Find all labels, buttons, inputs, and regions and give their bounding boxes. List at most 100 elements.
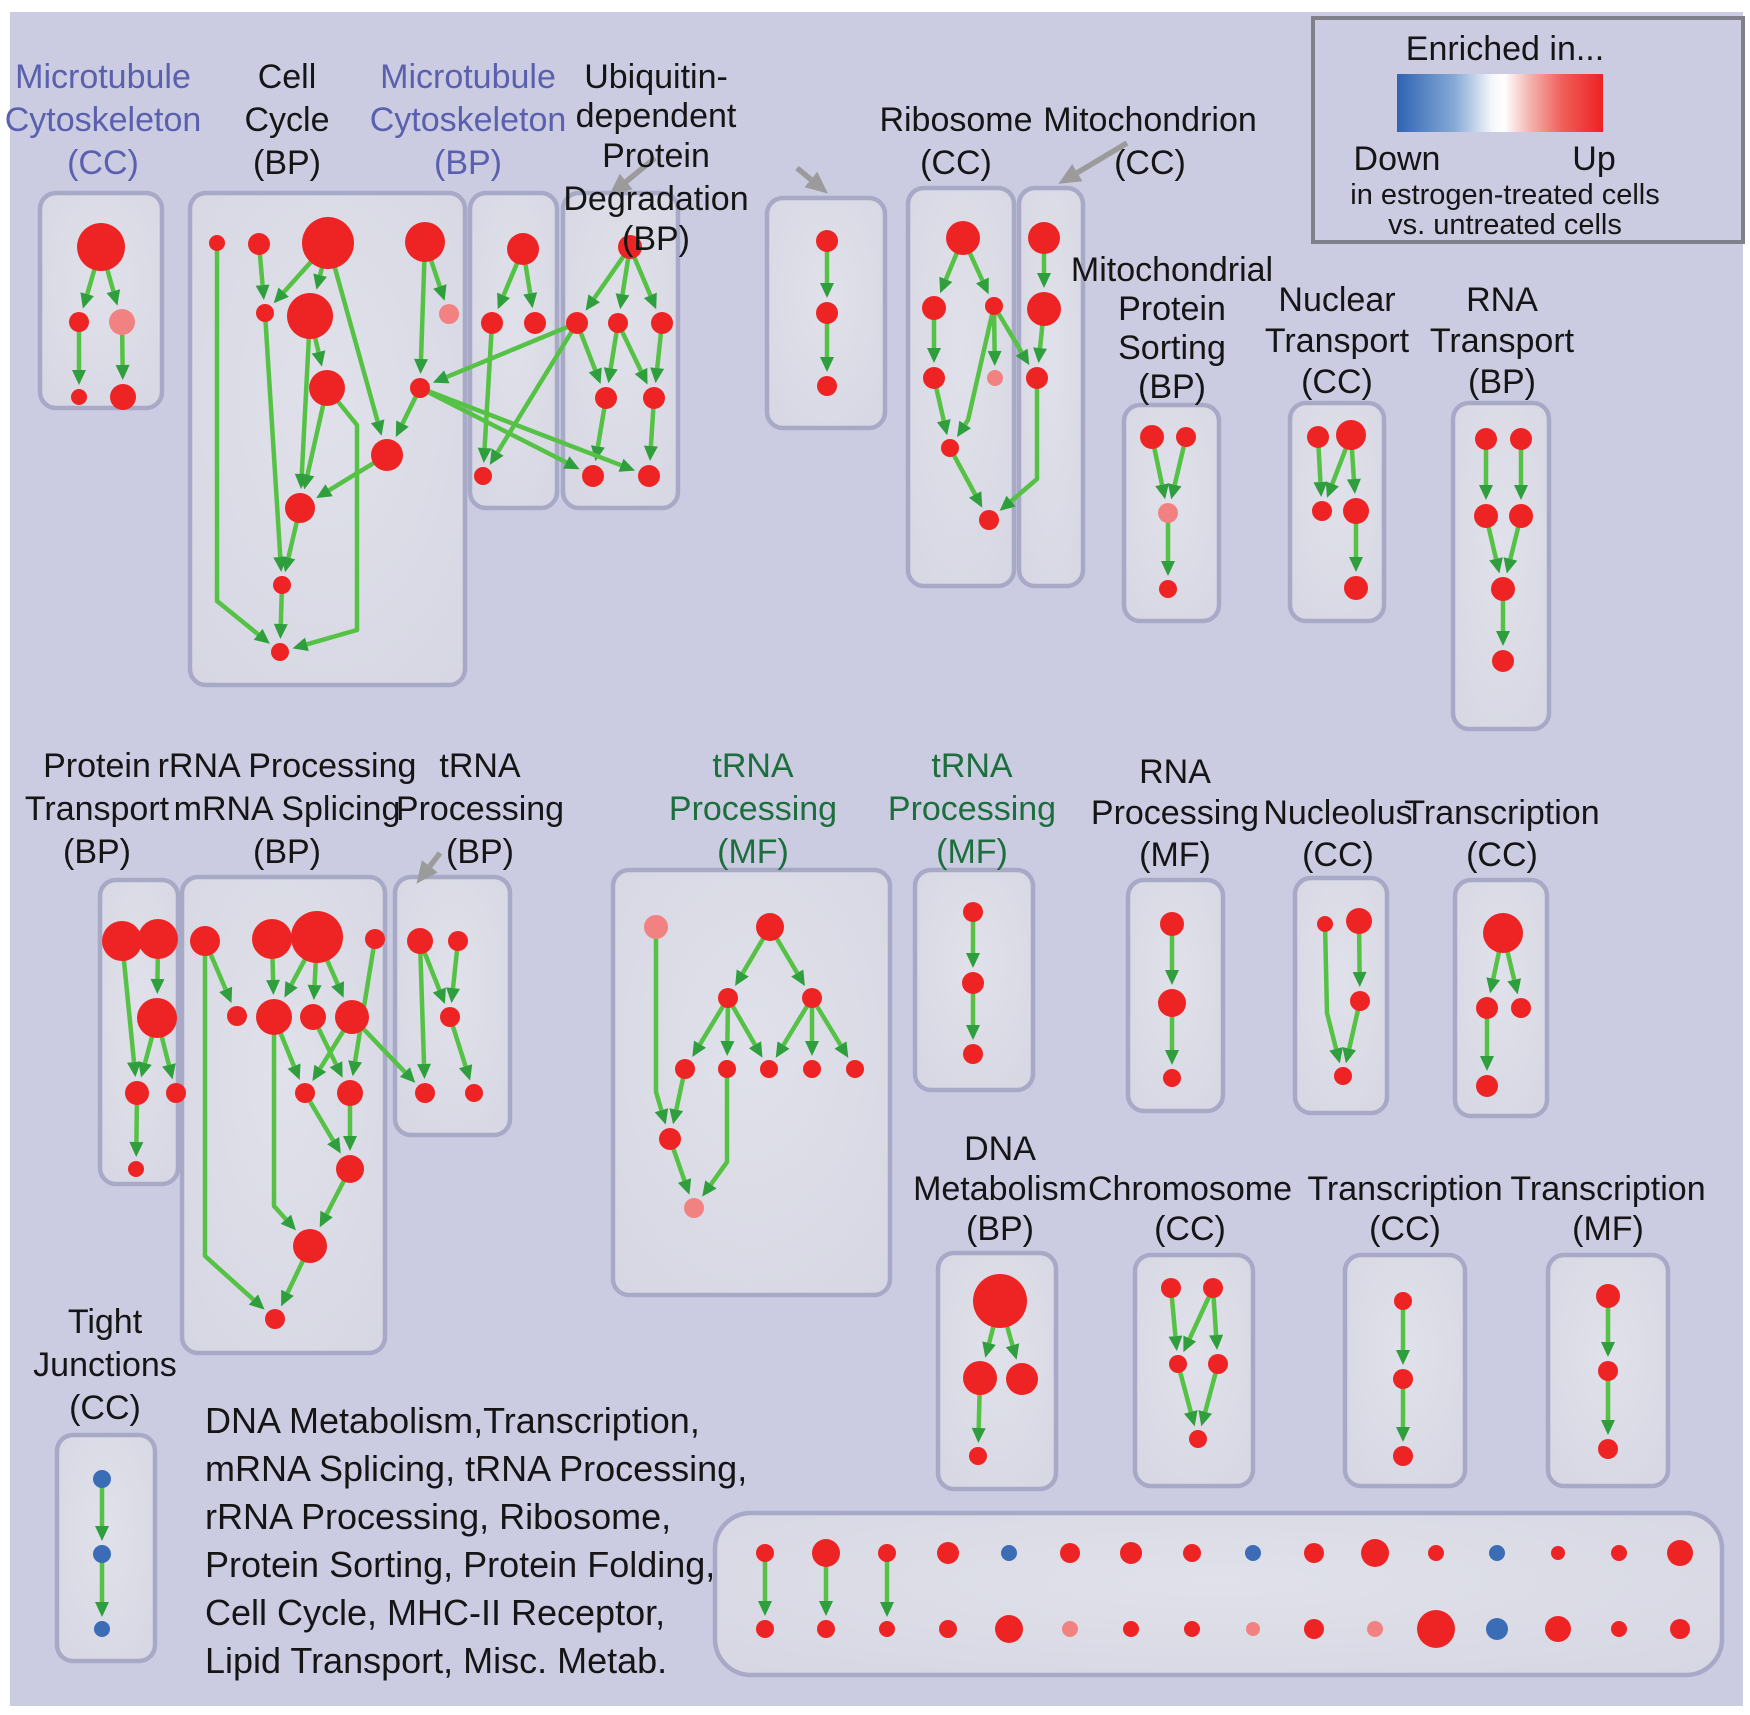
go-term-node (879, 1621, 895, 1637)
cluster-label-trna-mf-a: (MF) (717, 833, 789, 871)
cluster-label-trna-mf-b: (MF) (936, 833, 1008, 871)
go-hierarchy-edge-head (1313, 481, 1328, 497)
go-term-node (1350, 991, 1370, 1011)
go-hierarchy-edge-head (287, 1063, 301, 1080)
go-term-node (166, 1083, 186, 1103)
go-term-node (1393, 1369, 1413, 1389)
go-term-node (337, 1080, 363, 1106)
label-callout-arrow-head (804, 171, 828, 194)
go-hierarchy-edge-head (834, 1041, 849, 1058)
go-hierarchy-edge-head (414, 358, 428, 374)
go-hierarchy-edge-head (969, 491, 983, 508)
go-term-node (300, 1004, 326, 1030)
go-term-node (817, 1620, 835, 1638)
go-term-node (1394, 1292, 1412, 1310)
go-term-node (878, 1544, 896, 1562)
go-term-node (675, 1059, 695, 1079)
go-hierarchy-edge-head (138, 1061, 152, 1078)
go-term-node (1028, 222, 1060, 254)
go-hierarchy-edge-head (266, 979, 280, 995)
go-hierarchy-edge-head (966, 953, 980, 968)
go-hierarchy-edge-head (1198, 1410, 1212, 1427)
go-hierarchy-edge-head (1167, 483, 1182, 500)
go-term-node (125, 1081, 149, 1105)
go-term-node (93, 1470, 111, 1488)
cluster-label-chromosome-cc: Chromosome (1088, 1170, 1292, 1208)
go-term-node (1006, 1363, 1038, 1395)
go-term-node (1123, 1621, 1139, 1637)
go-hierarchy-edge-head (106, 289, 121, 306)
cluster-label-rna-processing-mf: RNA (1139, 753, 1211, 791)
cluster-label-nuclear-transport-cc: Transport (1265, 322, 1410, 360)
go-hierarchy-edge-head (927, 348, 941, 363)
go-term-node (816, 230, 838, 252)
go-term-node (963, 902, 983, 922)
go-term-node (1476, 997, 1498, 1019)
go-term-node (979, 510, 999, 530)
go-term-node (1598, 1361, 1618, 1381)
cluster-label-microtubule-bp: (BP) (434, 144, 502, 182)
go-hierarchy-edge-head (497, 292, 510, 310)
go-term-node (256, 304, 274, 322)
go-term-node (77, 223, 125, 271)
cluster-label-microtubule-bp: Cytoskeleton (370, 101, 567, 139)
go-hierarchy-edge-head (702, 1180, 717, 1197)
go-term-node (817, 376, 837, 396)
go-term-node (937, 1542, 959, 1564)
go-term-node (1183, 1544, 1201, 1562)
go-term-node (939, 1620, 957, 1638)
go-hierarchy-edge-head (957, 420, 971, 438)
go-term-node (1026, 367, 1048, 389)
legend-subtitle-line2: vs. untreated cells (1388, 209, 1622, 241)
go-hierarchy-edge-head (1209, 1334, 1224, 1350)
cluster-box-microtubule-cc (37, 190, 165, 411)
go-term-node (718, 1060, 736, 1078)
go-term-node (1667, 1540, 1693, 1566)
go-hierarchy-edge-head (432, 987, 446, 1004)
go-hierarchy-edge-head (255, 284, 270, 300)
go-hierarchy-edge-head (650, 367, 665, 384)
go-hierarchy-edge (653, 927, 664, 1111)
go-term-node (1062, 1621, 1078, 1637)
go-term-node (1304, 1619, 1324, 1639)
go-term-node (109, 309, 135, 335)
go-term-node (1476, 1075, 1498, 1097)
go-hierarchy-edge-head (329, 1061, 343, 1078)
go-term-node (1417, 1610, 1455, 1648)
go-hierarchy-edge-head (150, 978, 165, 994)
label-callout-arrow-head (416, 860, 438, 884)
go-term-node (1510, 428, 1532, 450)
go-hierarchy-edge-head (162, 1063, 176, 1080)
go-term-node (1160, 912, 1184, 936)
go-term-node (524, 312, 546, 334)
go-term-node (336, 1155, 364, 1183)
go-hierarchy-edge-head (273, 623, 288, 639)
go-term-node (371, 439, 403, 471)
go-term-node (1344, 576, 1368, 600)
cluster-label-trna-mf-a: Processing (669, 790, 837, 828)
cluster-label-chromosome-cc: (CC) (1154, 1210, 1226, 1248)
cluster-label-trna-mf-b: Processing (888, 790, 1056, 828)
cluster-box-misc-terms (712, 1510, 1725, 1678)
cluster-label-nucleolus-cc: Nucleolus (1263, 794, 1412, 832)
go-term-node (415, 1083, 435, 1103)
cluster-box-nuclear-transport-cc (1287, 400, 1387, 624)
go-term-node (1159, 580, 1177, 598)
go-hierarchy-edge (325, 242, 380, 422)
go-hierarchy-edge-head (292, 637, 309, 651)
go-hierarchy-edge-head (669, 1108, 684, 1125)
go-hierarchy-edge-head (1346, 478, 1361, 494)
go-hierarchy-edge-head (1480, 1056, 1494, 1071)
cluster-label-dna-metabolism-bp: Metabolism (913, 1170, 1087, 1208)
go-term-node (1120, 1542, 1142, 1564)
go-hierarchy-edge-head (1183, 1335, 1197, 1353)
go-term-node (252, 919, 292, 959)
go-hierarchy-edge-head (1486, 977, 1501, 994)
go-hierarchy-edge-head (971, 1427, 986, 1443)
go-hierarchy-edge-head (1342, 1047, 1356, 1064)
go-hierarchy-edge-head (1168, 1335, 1183, 1352)
go-hierarchy-edge-head (1352, 971, 1367, 987)
go-hierarchy-edge-head (1033, 347, 1047, 364)
go-term-node (1511, 998, 1531, 1018)
go-term-node (1670, 1619, 1690, 1639)
